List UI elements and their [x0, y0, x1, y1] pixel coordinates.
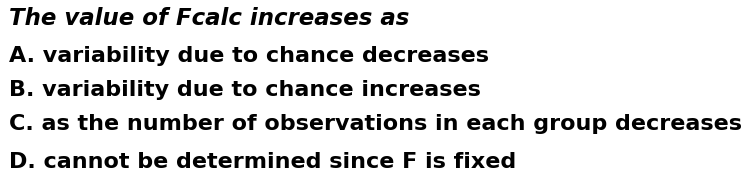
Text: C. as the number of observations in each group decreases: C. as the number of observations in each…: [9, 114, 742, 134]
Text: D. cannot be determined since F is fixed: D. cannot be determined since F is fixed: [9, 152, 516, 172]
Text: B. variability due to chance increases: B. variability due to chance increases: [9, 80, 481, 100]
Text: A. variability due to chance decreases: A. variability due to chance decreases: [9, 46, 489, 66]
Text: The value of Fcalc increases as: The value of Fcalc increases as: [9, 7, 409, 30]
